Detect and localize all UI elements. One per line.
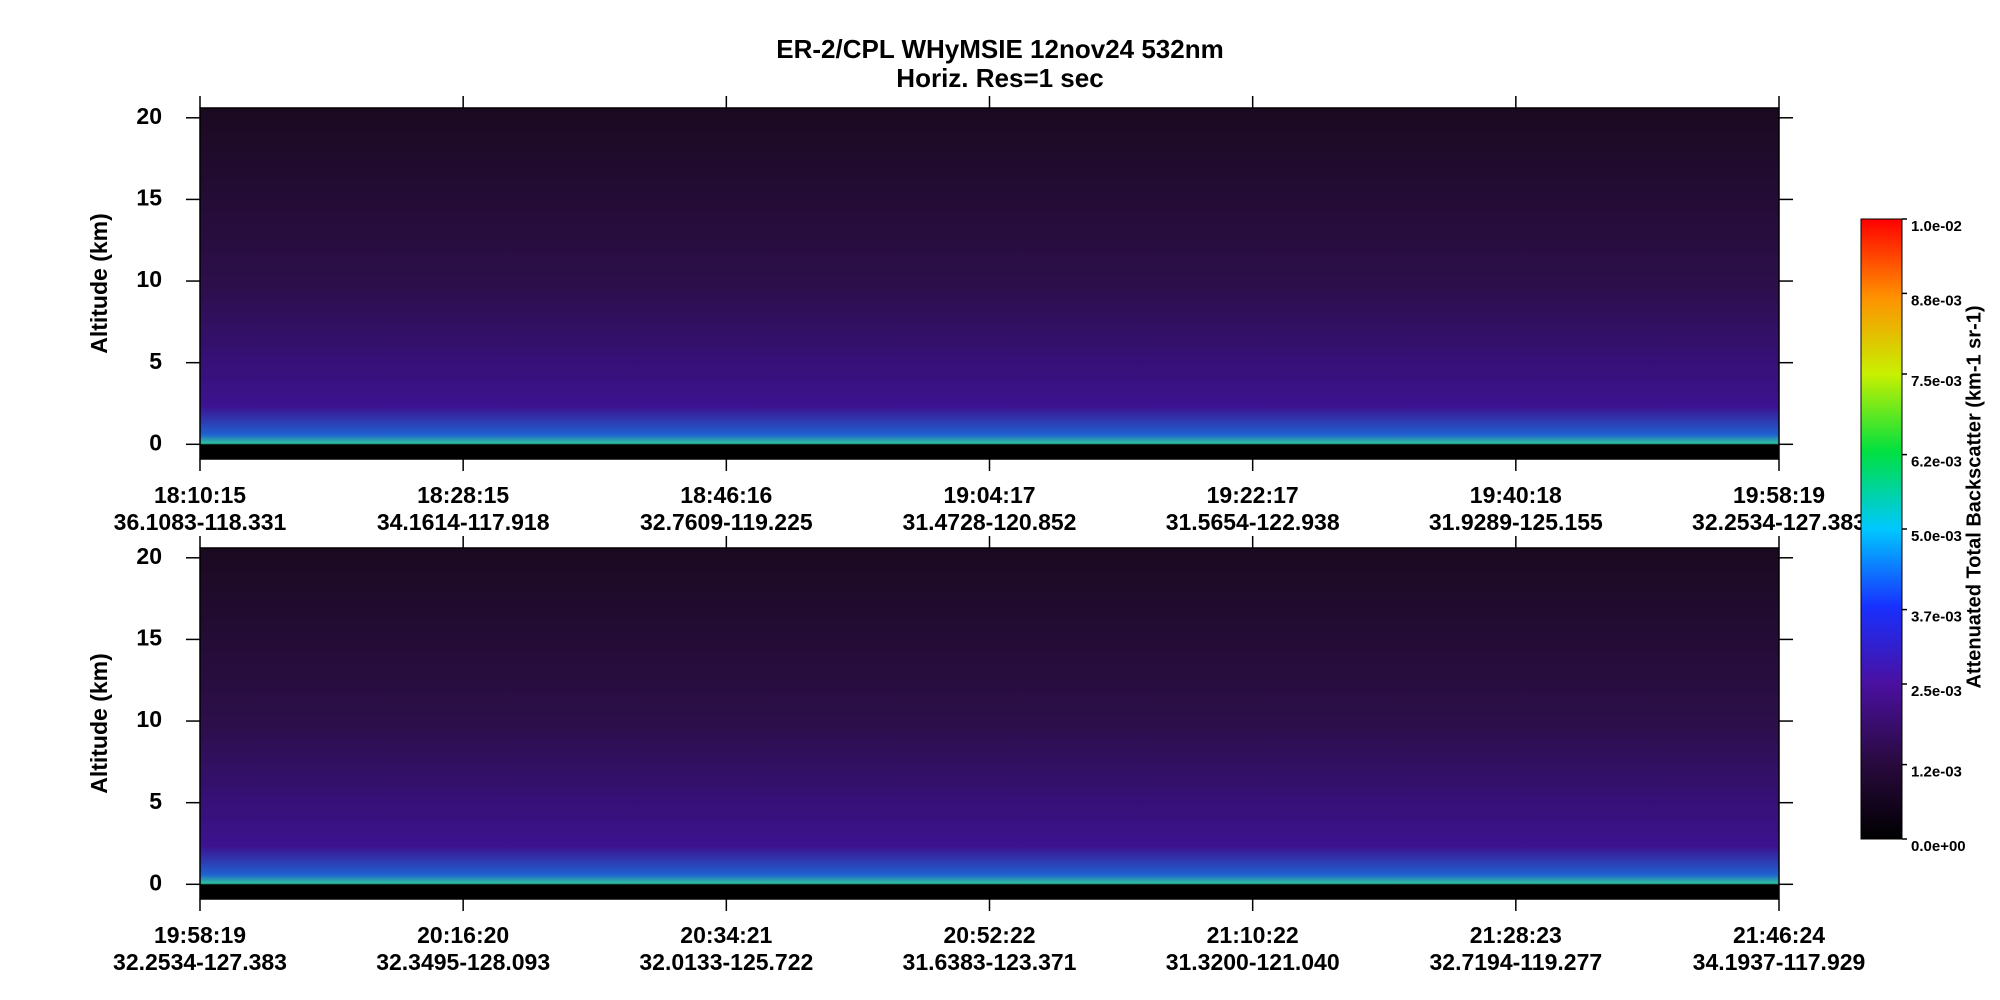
x-tick-time: 21:10:22 [1207, 922, 1299, 948]
y-tick-label: 10 [136, 266, 162, 292]
x-tick-time: 19:04:17 [943, 482, 1035, 508]
colorbar-tick-label: 1.0e-02 [1911, 218, 1962, 235]
x-tick-time: 20:34:21 [680, 922, 772, 948]
x-tick-location: 32.3495-128.093 [376, 949, 550, 975]
x-tick-time: 20:16:20 [417, 922, 509, 948]
y-tick-label: 0 [149, 869, 162, 895]
colorbar-label: Attenuated Total Backscatter (km-1 sr-1) [1963, 305, 1985, 688]
x-tick-location: 32.7609-119.225 [640, 509, 813, 535]
y-tick-label: 15 [136, 625, 162, 651]
colorbar-tick-label: 8.8e-03 [1911, 292, 1962, 309]
x-tick-location: 31.9289-125.155 [1429, 509, 1603, 535]
x-tick-time: 18:46:16 [680, 482, 772, 508]
x-tick-location: 32.2534-127.383 [1692, 509, 1866, 535]
x-tick-location: 34.1614-117.918 [377, 509, 550, 535]
colorbar-tick-label: 2.5e-03 [1911, 683, 1962, 700]
colorbar-tick-label: 1.2e-03 [1911, 764, 1962, 781]
x-tick-location: 32.2534-127.383 [113, 949, 287, 975]
colorbar-tick-label: 7.5e-03 [1911, 373, 1962, 390]
y-tick-label: 0 [149, 429, 162, 455]
colorbar-tick-label: 0.0e+00 [1911, 838, 1966, 855]
x-tick-location: 34.1937-117.929 [1693, 949, 1866, 975]
x-tick-time: 19:40:18 [1470, 482, 1562, 508]
x-tick-time: 18:10:15 [154, 482, 246, 508]
x-tick-location: 32.7194-119.277 [1429, 949, 1602, 975]
x-tick-location: 31.6383-123.371 [903, 949, 1077, 975]
x-tick-location: 36.1083-118.331 [114, 509, 287, 535]
colorbar-tick-label: 6.2e-03 [1911, 454, 1962, 471]
x-tick-time: 18:28:15 [417, 482, 509, 508]
y-tick-label: 20 [136, 543, 162, 569]
x-tick-location: 31.3200-121.040 [1166, 949, 1340, 975]
colorbar-tick-label: 5.0e-03 [1911, 528, 1962, 545]
colorbar-tick-label: 3.7e-03 [1911, 609, 1962, 626]
curtain-image [200, 108, 1779, 459]
colorbar [1860, 218, 1903, 840]
x-tick-time: 20:52:22 [943, 922, 1035, 948]
y-tick-label: 15 [136, 185, 162, 211]
x-tick-time: 21:46:24 [1733, 922, 1825, 948]
x-tick-location: 31.4728-120.852 [903, 509, 1077, 535]
y-axis-label: Altitude (km) [86, 213, 112, 354]
x-tick-time: 19:58:19 [1733, 482, 1825, 508]
x-tick-location: 32.0133-125.722 [639, 949, 813, 975]
y-tick-label: 20 [136, 103, 162, 129]
curtain-image [200, 548, 1779, 899]
y-axis-label: Altitude (km) [86, 653, 112, 794]
chart-subtitle: Horiz. Res=1 sec [896, 63, 1103, 93]
y-tick-label: 5 [149, 788, 162, 814]
y-tick-label: 10 [136, 706, 162, 732]
y-tick-label: 5 [149, 348, 162, 374]
x-tick-time: 21:28:23 [1470, 922, 1562, 948]
x-tick-time: 19:22:17 [1207, 482, 1299, 508]
x-tick-location: 31.5654-122.938 [1166, 509, 1340, 535]
chart-title: ER-2/CPL WHyMSIE 12nov24 532nm [776, 34, 1223, 64]
x-tick-time: 19:58:19 [154, 922, 246, 948]
